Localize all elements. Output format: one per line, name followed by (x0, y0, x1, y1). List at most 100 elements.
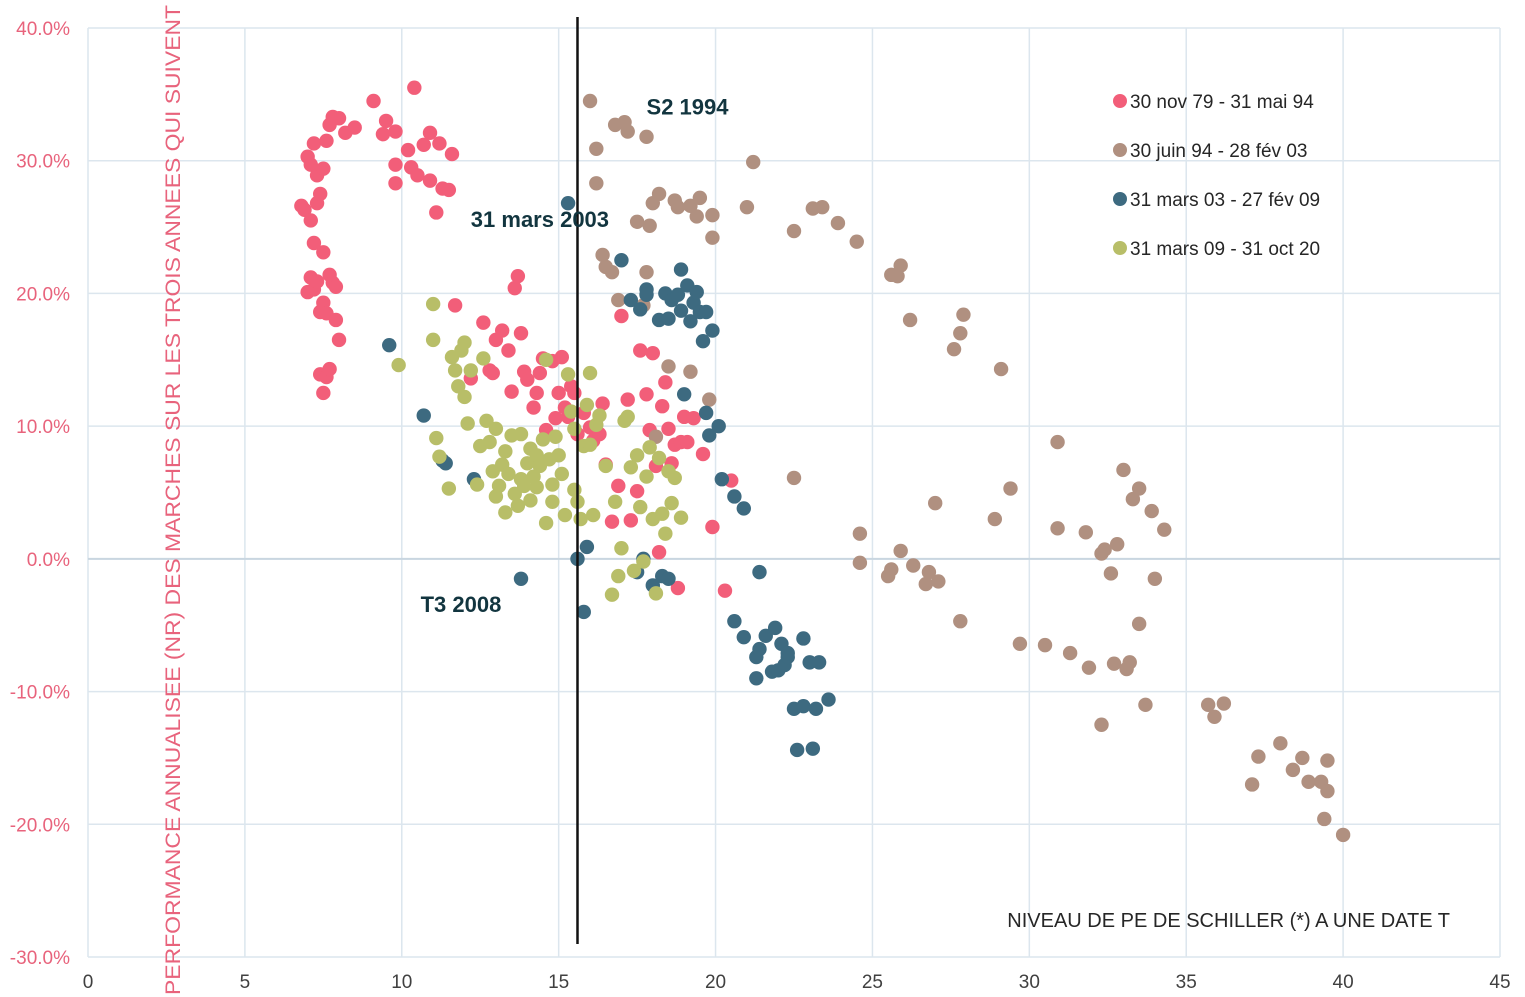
data-point (529, 479, 544, 495)
data-point (375, 126, 391, 142)
data-point (1301, 774, 1316, 790)
data-point (931, 574, 946, 589)
data-point (639, 129, 654, 145)
data-point (705, 230, 720, 245)
data-point (432, 449, 447, 464)
data-point (746, 154, 761, 170)
data-point (633, 343, 648, 358)
data-point (1062, 645, 1078, 661)
data-point (507, 486, 522, 502)
x-tick-label: 10 (391, 972, 412, 993)
data-point (626, 563, 642, 579)
data-point (614, 541, 629, 556)
data-point (683, 364, 698, 379)
data-point (422, 173, 438, 188)
data-point (425, 332, 441, 348)
data-point (501, 343, 516, 358)
data-point (1125, 491, 1141, 507)
data-point (560, 195, 576, 211)
data-point (513, 426, 529, 442)
data-point (416, 408, 431, 423)
data-point (391, 357, 406, 373)
data-point (689, 284, 704, 300)
axis-ticks: 0 5 10 15 20 25 30 35 40 45 40.0% 30.0% 20.0% 10.0% 0.… (10, 19, 1511, 993)
data-point (796, 698, 811, 714)
data-point (382, 337, 397, 353)
data-point (1216, 696, 1232, 711)
data-point (1335, 827, 1351, 843)
data-point (532, 365, 548, 381)
data-point (538, 515, 554, 531)
data-point (410, 168, 425, 183)
data-point (1320, 783, 1335, 799)
data-point (642, 440, 657, 455)
data-point (884, 562, 899, 577)
y-tick-label: 40.0% (16, 19, 70, 40)
data-point (796, 631, 811, 646)
data-point (388, 157, 403, 172)
data-point (689, 209, 704, 224)
data-point (457, 335, 472, 350)
data-point (582, 365, 598, 381)
data-point (469, 477, 485, 492)
data-point (1273, 736, 1288, 751)
data-point (805, 741, 821, 756)
data-point (614, 253, 629, 268)
data-point (1037, 637, 1053, 653)
data-point (702, 428, 717, 443)
data-point (670, 580, 686, 596)
data-point (429, 430, 444, 446)
data-point (639, 287, 654, 302)
data-point (316, 161, 331, 176)
data-point (1131, 616, 1147, 632)
data-point (554, 349, 570, 365)
x-tick-label: 40 (1333, 972, 1354, 993)
data-point (717, 583, 733, 598)
data-point (633, 499, 648, 515)
data-point (1106, 656, 1122, 671)
data-point (520, 372, 535, 387)
data-point (604, 264, 620, 280)
data-point (598, 458, 613, 474)
data-point (705, 207, 720, 223)
data-point (1147, 571, 1163, 586)
data-point (902, 312, 918, 328)
data-point (1097, 542, 1112, 557)
series-4 (391, 296, 689, 602)
data-point (460, 416, 475, 431)
data-point (516, 478, 532, 494)
grid (87, 27, 1501, 958)
data-point (614, 308, 629, 324)
series-2 (582, 93, 1351, 843)
data-point (692, 190, 708, 206)
data-point (520, 456, 535, 471)
data-point (629, 483, 645, 499)
data-point (297, 202, 312, 218)
y-tick-label: -10.0% (10, 683, 70, 704)
data-point (457, 389, 472, 405)
data-point (476, 315, 491, 330)
y-tick-label: 20.0% (16, 284, 70, 305)
data-point (639, 469, 654, 484)
data-point (1200, 697, 1216, 713)
data-point (564, 404, 579, 419)
data-point (670, 287, 686, 302)
data-point (491, 478, 507, 494)
data-point (789, 742, 805, 758)
data-point (595, 396, 610, 411)
data-point (736, 501, 751, 516)
data-point (507, 280, 522, 296)
data-point (510, 498, 526, 513)
data-point (510, 268, 526, 284)
data-point (447, 298, 463, 313)
y-tick-label: 30.0% (16, 152, 70, 173)
data-point (416, 137, 431, 152)
data-point (1078, 525, 1094, 540)
data-point (1003, 481, 1018, 496)
data-point (651, 545, 667, 560)
data-point (786, 223, 802, 239)
data-point (705, 519, 720, 535)
data-point (670, 199, 686, 215)
x-tick-label: 0 (83, 972, 94, 993)
